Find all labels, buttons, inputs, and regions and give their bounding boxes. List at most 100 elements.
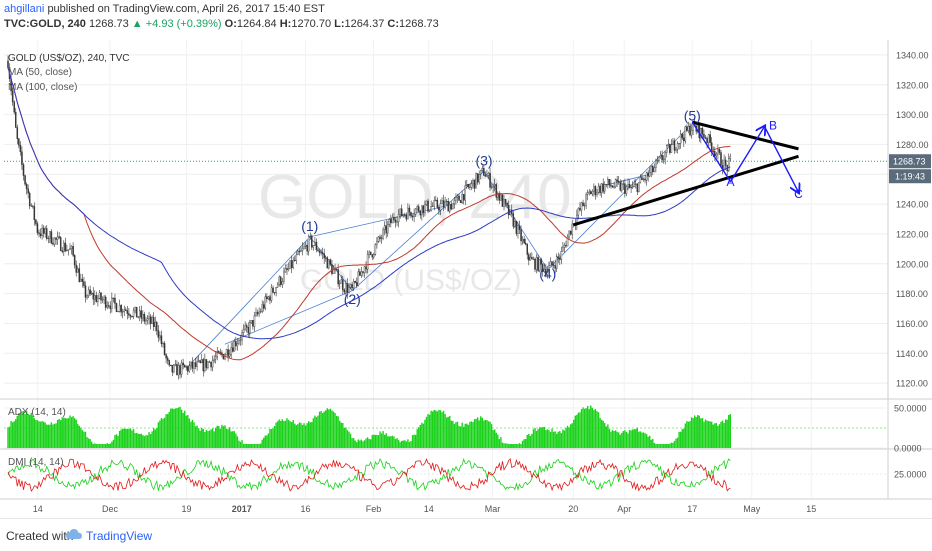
candle-body [58, 236, 60, 238]
adx-bar [118, 431, 121, 448]
adx-bar [549, 431, 552, 448]
adx-bar [131, 430, 133, 448]
candle-body [552, 264, 555, 266]
candle-body [616, 179, 618, 182]
adx-bar [10, 420, 12, 448]
tradingview-link[interactable]: TradingView [86, 529, 153, 543]
adx-bar [475, 418, 477, 448]
adx-bar [329, 408, 332, 448]
candles[interactable] [7, 55, 732, 380]
adx-bar [84, 431, 87, 448]
adx-bar [134, 433, 136, 448]
author-link[interactable]: ahgillani [4, 3, 45, 15]
adx-bar [514, 444, 516, 448]
adx-bar [418, 427, 420, 448]
candle-body [641, 177, 643, 181]
adx-tick-label: 0.0000 [894, 444, 922, 454]
adx-bar [216, 425, 218, 448]
adx-bar [363, 440, 366, 448]
candle-body [35, 219, 37, 224]
ma50-line [7, 67, 731, 361]
candle-body [666, 145, 668, 153]
adx-bar [213, 431, 215, 448]
candle-body [294, 259, 296, 261]
y-tick-label: 1180.00 [896, 289, 928, 299]
candle-body [21, 151, 23, 165]
candle-body [622, 183, 625, 185]
candle-body [706, 138, 708, 143]
candle-body [258, 311, 260, 315]
adx-bar [297, 424, 299, 448]
candle-body [7, 60, 9, 68]
candle-body [579, 208, 581, 211]
adx-bar [408, 442, 411, 448]
candle-body [238, 340, 240, 344]
adx-bar [472, 422, 474, 448]
candle-body [400, 208, 403, 216]
candle-body [273, 292, 276, 294]
candle-body [343, 289, 346, 293]
chart-area[interactable]: GOLD, 240 GOLD (US$/OZ) (1)(2)(3)(4)(5)A… [0, 40, 932, 518]
adx-bar [379, 431, 381, 448]
candle-body [369, 251, 372, 255]
candle-body [456, 195, 459, 198]
candle-body [431, 205, 434, 207]
adx-bar [535, 430, 538, 448]
candle-body [252, 320, 254, 327]
candle-body [154, 322, 156, 327]
candle-body [529, 256, 532, 261]
adx-bar [492, 430, 494, 448]
adx-bar [661, 444, 663, 448]
candle-body [546, 271, 549, 276]
candle-body [675, 149, 677, 151]
candle-body [591, 191, 594, 195]
adx-bar [723, 422, 725, 448]
candle-body [551, 261, 553, 266]
x-tick-label: 14 [33, 504, 43, 514]
adx-bar [548, 430, 550, 448]
adx-bar [638, 431, 640, 448]
adx-bar [53, 423, 56, 448]
adx-bar [697, 415, 699, 448]
adx-bar [7, 427, 9, 448]
adx-bar [259, 443, 262, 448]
adx-bar [162, 418, 164, 448]
adx-bar [424, 419, 426, 448]
candle-body [111, 297, 113, 309]
candle-body [520, 229, 522, 242]
candle-body [455, 197, 457, 201]
candle-body [70, 246, 73, 249]
candle-body [32, 205, 34, 207]
adx-bar [160, 417, 163, 448]
candle-body [720, 152, 722, 166]
adx-bar [545, 430, 547, 448]
candle-body [729, 156, 732, 159]
adx-bar [662, 444, 665, 448]
candle-body [292, 259, 294, 268]
adx-bar [525, 438, 527, 448]
candle-body [481, 167, 484, 171]
candle-body [297, 250, 299, 256]
candle-body [723, 159, 725, 170]
dmi-label: DMI (14, 14) [8, 457, 64, 468]
adx-bar [390, 436, 392, 448]
candle-body [648, 172, 651, 177]
candle-body [433, 200, 436, 207]
adx-bar [125, 428, 127, 448]
adx-bar [210, 429, 212, 448]
adx-bar [432, 411, 434, 448]
adx-bar [636, 427, 638, 448]
candle-body [290, 260, 293, 268]
adx-bar [272, 428, 274, 448]
y-tick-label: 1120.00 [896, 379, 928, 389]
candle-body [328, 259, 330, 269]
candle-body [569, 230, 572, 235]
adx-bar [143, 436, 146, 448]
candle-body [331, 264, 333, 274]
candle-body [614, 179, 617, 187]
adx-bar [649, 435, 651, 448]
candle-body [78, 268, 81, 282]
adx-bar [413, 434, 415, 448]
adx-bar [704, 419, 707, 448]
adx-bar [588, 409, 590, 448]
